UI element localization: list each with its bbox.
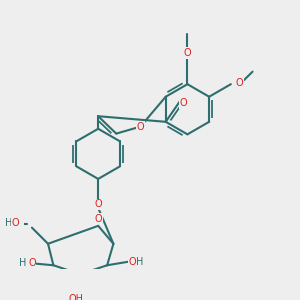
Text: H: H [19,259,27,269]
Text: O: O [94,200,102,209]
Text: O: O [128,257,136,267]
Text: O: O [184,48,191,58]
Text: O: O [94,200,102,209]
Text: O: O [136,122,144,132]
Text: H: H [136,257,143,267]
Text: OH: OH [68,294,83,300]
Text: O: O [94,214,102,224]
Text: O: O [12,218,20,228]
Text: O: O [180,98,188,108]
Text: H: H [5,218,12,228]
Text: O: O [235,78,243,88]
Text: O: O [28,259,36,269]
